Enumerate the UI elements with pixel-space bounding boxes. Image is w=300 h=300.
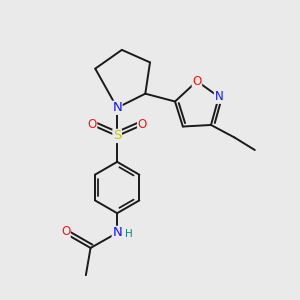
Text: O: O [138,118,147,131]
Text: N: N [214,90,223,103]
Text: O: O [61,226,70,238]
Text: O: O [192,75,202,88]
Text: S: S [113,129,121,142]
Text: N: N [112,101,122,114]
Text: N: N [112,226,122,239]
Text: O: O [88,118,97,131]
Text: H: H [125,230,133,239]
